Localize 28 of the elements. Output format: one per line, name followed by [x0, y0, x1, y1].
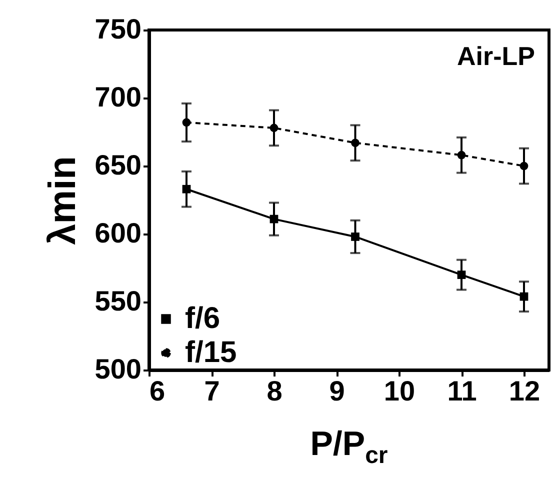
y-tick-label: 550 — [94, 286, 142, 316]
point — [182, 118, 191, 127]
point — [520, 162, 528, 170]
y-tick-label: 750 — [94, 14, 142, 44]
y-axis-title: λmin — [42, 156, 84, 245]
y-tick-label: 600 — [94, 218, 142, 248]
x-tick-label: 8 — [266, 376, 282, 406]
annotation: Air-LP — [457, 41, 535, 71]
y-tick-label: 500 — [94, 354, 142, 384]
x-tick-label: 7 — [204, 376, 220, 406]
x-tick-label: 10 — [384, 376, 416, 406]
y-tick-label: 650 — [94, 150, 142, 180]
point — [270, 124, 278, 132]
point — [351, 232, 360, 241]
y-tick-label: 700 — [94, 82, 142, 112]
point — [351, 138, 360, 148]
x-axis-title: P/P$_{cr}$ — [309, 425, 389, 470]
point — [182, 184, 191, 194]
point — [520, 292, 528, 301]
x-tick-label: 11 — [447, 376, 477, 406]
legend-label: f/15 — [185, 336, 237, 369]
x-tick-label: 6 — [150, 376, 166, 406]
x-tick-label: 9 — [329, 376, 345, 406]
legend-label: f/6 — [185, 302, 220, 335]
point — [457, 270, 466, 279]
x-tick-label: 12 — [508, 376, 540, 406]
point — [457, 150, 466, 160]
point — [270, 214, 278, 224]
